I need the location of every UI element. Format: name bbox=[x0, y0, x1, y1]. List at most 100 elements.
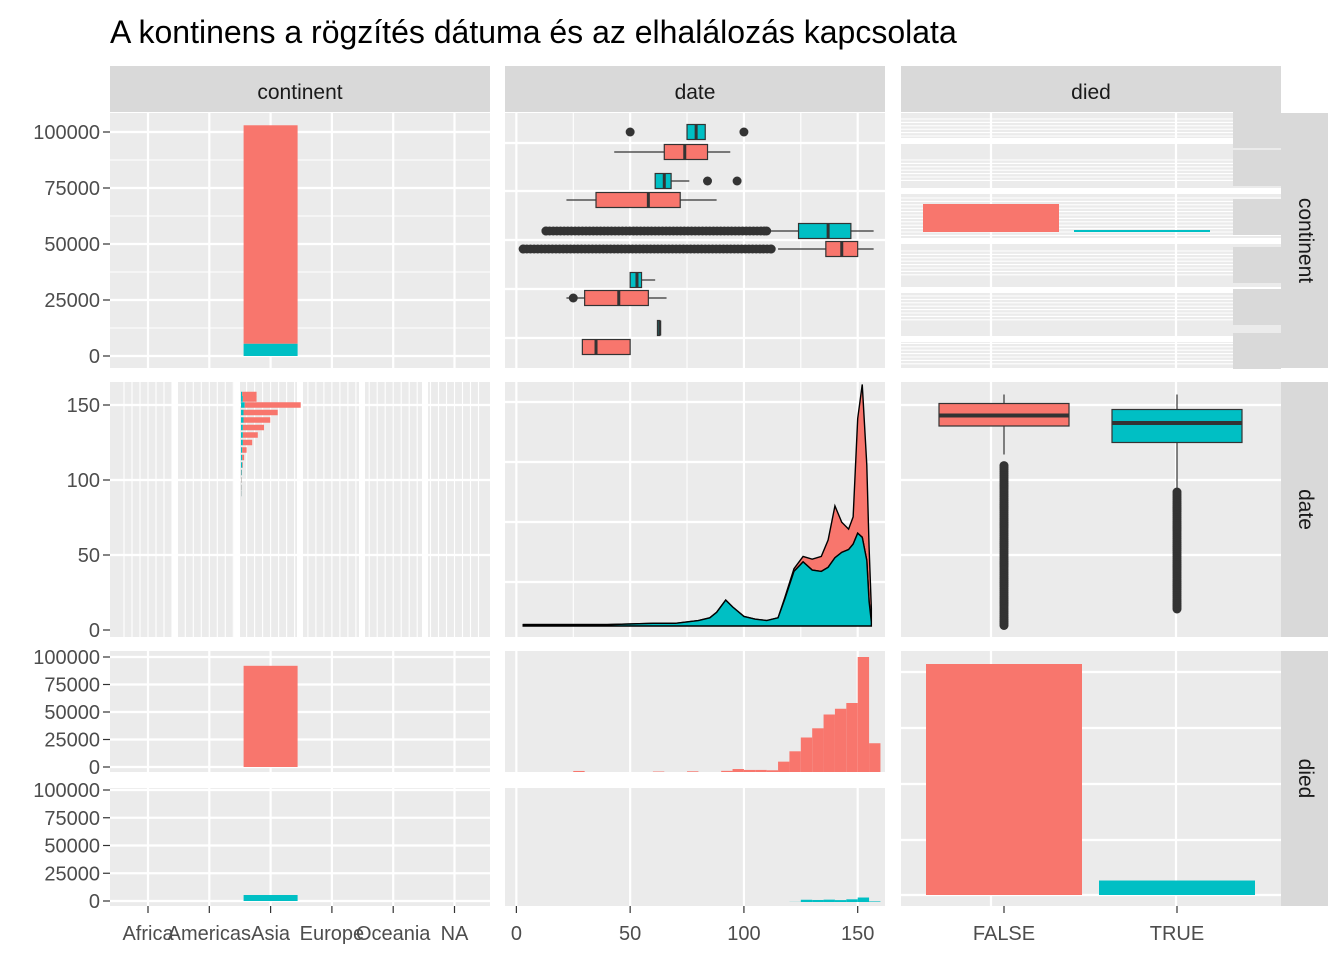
bar-continent-Asia-TRUE bbox=[243, 343, 298, 356]
box bbox=[595, 191, 681, 209]
bar-died-TRUE-Asia bbox=[243, 895, 298, 901]
boxplot-Europe-FALSE bbox=[566, 289, 667, 307]
x-tick-date-50: 50 bbox=[619, 923, 641, 945]
strips-layer: continent date died continent date died bbox=[110, 66, 1328, 906]
inner-strip-bg bbox=[1233, 199, 1281, 235]
inner-strip-bg bbox=[1233, 247, 1281, 283]
bar-died-FALSE-Asia bbox=[923, 204, 1059, 232]
hist-FALSE bbox=[755, 769, 767, 772]
y-tick-row2-100: 100 bbox=[67, 470, 100, 492]
hist-FALSE bbox=[732, 769, 744, 772]
x-tick-continent-Europe: Europe bbox=[300, 923, 365, 945]
bar-count-TRUE bbox=[1099, 880, 1255, 895]
hist-FALSE bbox=[869, 743, 881, 772]
band-separator bbox=[422, 382, 428, 637]
panel-died-date-TRUE bbox=[505, 788, 885, 906]
hist-FALSE bbox=[743, 769, 756, 772]
outlier-point bbox=[625, 127, 635, 137]
x-tick-continent-Asia: Asia bbox=[251, 923, 291, 945]
hist-FALSE bbox=[721, 770, 733, 772]
inner-strip-bg bbox=[1233, 112, 1281, 148]
bar-date-FALSE bbox=[242, 396, 257, 402]
hist-FALSE bbox=[766, 770, 779, 772]
panel-continent-continent bbox=[110, 113, 490, 368]
boxplot-NA-FALSE bbox=[581, 338, 631, 356]
bar-date-TRUE bbox=[241, 432, 243, 438]
bar-date-FALSE bbox=[243, 409, 278, 416]
outlier-point bbox=[739, 127, 749, 137]
band-separator bbox=[901, 287, 1281, 293]
hist-FALSE bbox=[857, 657, 870, 772]
boxplot-died-TRUE bbox=[1111, 394, 1243, 614]
y-tick-row3a-0: 0 bbox=[89, 757, 100, 779]
boxplot-Americas-FALSE bbox=[566, 191, 717, 209]
outlier-point bbox=[759, 226, 769, 236]
strip-label-row-date: date bbox=[1294, 489, 1317, 530]
bar-date-FALSE bbox=[242, 439, 253, 446]
strip-col-date bbox=[505, 66, 885, 112]
bar-date-FALSE bbox=[242, 391, 257, 398]
x-tick-died-FALSE: FALSE bbox=[973, 923, 1035, 945]
y-tick-row3a-50000: 50000 bbox=[44, 702, 100, 724]
outlier-point bbox=[766, 244, 776, 254]
bar-date-FALSE bbox=[244, 402, 301, 408]
y-tick-row2-0: 0 bbox=[89, 620, 100, 642]
outlier-point bbox=[568, 293, 578, 303]
boxplot-Africa-TRUE bbox=[625, 123, 749, 141]
outlier-point bbox=[732, 176, 742, 186]
box bbox=[1111, 408, 1243, 444]
bar-date-FALSE bbox=[242, 454, 245, 461]
x-tick-continent-Africa: Africa bbox=[122, 923, 174, 945]
strip-label-col-continent: continent bbox=[257, 81, 342, 104]
band-separator bbox=[359, 382, 365, 637]
strip-row-date bbox=[1281, 382, 1328, 637]
bar-date-TRUE bbox=[241, 424, 243, 431]
x-tick-continent-Americas: Americas bbox=[168, 923, 251, 945]
inner-strip-bg bbox=[1233, 150, 1281, 186]
y-tick-row1-0: 0 bbox=[89, 346, 100, 368]
y-tick-row3b-75000: 75000 bbox=[44, 808, 100, 830]
y-tick-row3b-50000: 50000 bbox=[44, 836, 100, 858]
box bbox=[581, 338, 631, 356]
boxplot-Americas-TRUE bbox=[654, 172, 742, 190]
box bbox=[584, 289, 649, 307]
outlier-point bbox=[1172, 487, 1182, 497]
hist-TRUE bbox=[834, 900, 847, 902]
bar-date-FALSE bbox=[242, 447, 247, 453]
bar-continent-Asia-FALSE bbox=[243, 125, 298, 344]
panel-died-continent-TRUE bbox=[110, 788, 490, 906]
bar-died-FALSE-Asia bbox=[243, 665, 298, 767]
x-tick-date-150: 150 bbox=[841, 923, 874, 945]
hist-TRUE bbox=[857, 897, 870, 902]
y-tick-row3b-100000: 100000 bbox=[33, 780, 100, 802]
bar-date-TRUE bbox=[241, 417, 244, 423]
chart-title: A kontinens a rögzítés dátuma és az elha… bbox=[110, 14, 957, 50]
strip-label-row-died: died bbox=[1294, 759, 1317, 799]
boxplot-Asia-FALSE bbox=[518, 240, 874, 258]
y-tick-row2-50: 50 bbox=[78, 545, 100, 567]
band-separator bbox=[234, 382, 240, 637]
hist-TRUE bbox=[800, 899, 813, 902]
y-tick-row3b-0: 0 bbox=[89, 891, 100, 913]
hist-TRUE bbox=[812, 899, 824, 902]
strip-col-died bbox=[901, 66, 1281, 112]
bar-date-TRUE bbox=[241, 462, 243, 468]
y-tick-row3a-25000: 25000 bbox=[44, 730, 100, 752]
density-TRUE bbox=[522, 532, 873, 627]
bar-date-TRUE bbox=[241, 409, 244, 416]
hist-FALSE bbox=[687, 771, 699, 772]
hist-FALSE bbox=[778, 761, 790, 772]
boxplot-died-FALSE bbox=[938, 394, 1070, 630]
box bbox=[797, 222, 852, 240]
bar-date-TRUE bbox=[241, 469, 242, 476]
inner-strip-bg bbox=[1233, 333, 1281, 369]
y-tick-row1-25000: 25000 bbox=[44, 290, 100, 312]
y-tick-row1-50000: 50000 bbox=[44, 234, 100, 256]
boxplot-Asia-TRUE bbox=[541, 222, 874, 240]
bar-date-FALSE bbox=[243, 417, 271, 423]
y-tick-row3a-75000: 75000 bbox=[44, 675, 100, 697]
bar-date-TRUE bbox=[241, 454, 243, 461]
strip-row-continent bbox=[1281, 113, 1328, 368]
bar-count-FALSE bbox=[926, 664, 1082, 895]
